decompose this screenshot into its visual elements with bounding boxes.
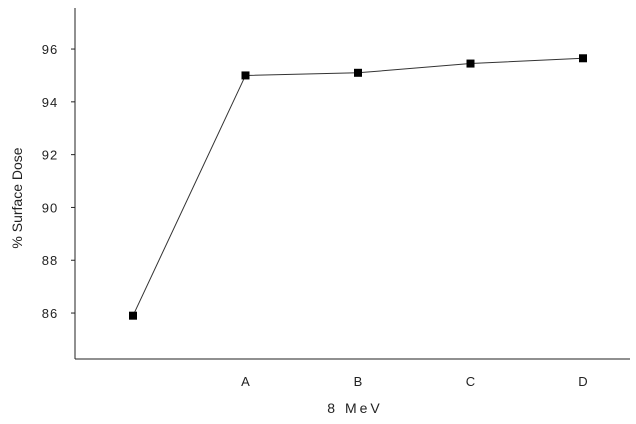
x-tick-label: D <box>578 374 587 389</box>
x-tick-label: B <box>354 374 363 389</box>
y-axis-title: % Surface Dose <box>9 147 25 248</box>
data-point <box>241 71 250 80</box>
y-tick-label: 86 <box>42 306 58 321</box>
y-tick-label: 90 <box>42 200 58 215</box>
x-tick-label: C <box>466 374 475 389</box>
data-point <box>466 59 475 68</box>
data-point <box>579 54 587 63</box>
y-tick-label: 88 <box>42 253 58 268</box>
data-point <box>129 311 137 320</box>
x-ticks: A B C D <box>241 374 588 389</box>
axes <box>74 8 630 360</box>
y-tick-label: 96 <box>42 42 58 57</box>
x-tick-label: A <box>241 374 250 389</box>
series-line <box>132 57 584 316</box>
data-point <box>354 68 362 77</box>
series <box>129 54 587 320</box>
x-axis-title: 8 MeV <box>327 400 382 416</box>
y-tick-label: 92 <box>42 148 58 163</box>
y-ticks: 86 88 90 92 94 96 <box>42 42 75 321</box>
y-tick-label: 94 <box>42 95 58 110</box>
